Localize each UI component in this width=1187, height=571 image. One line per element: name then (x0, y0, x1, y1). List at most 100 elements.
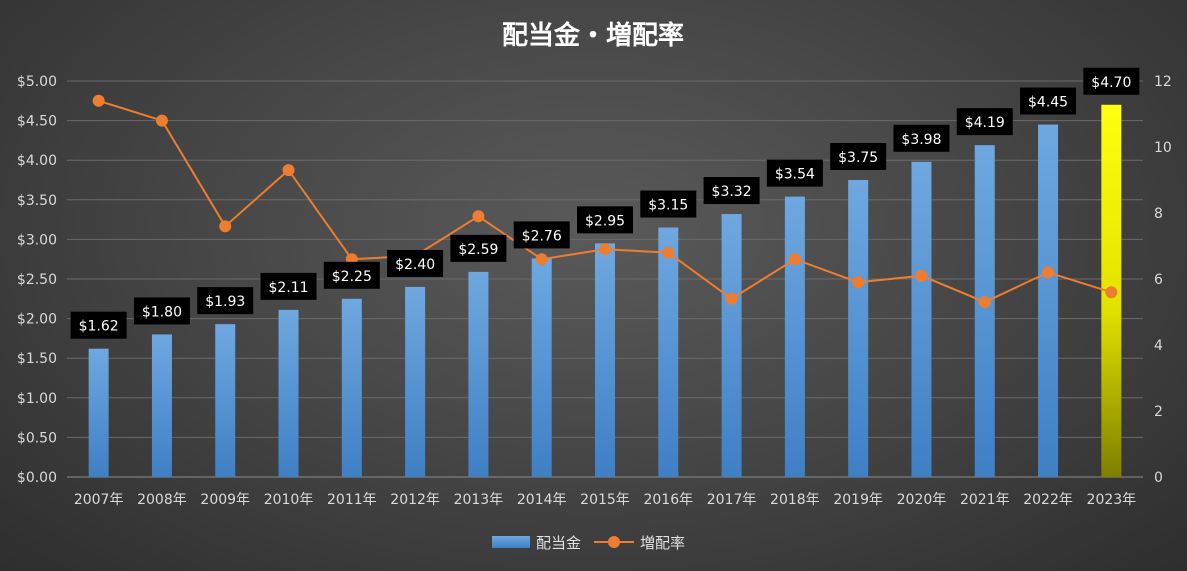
x-axis: 2007年 2008年 2009年 2010年 2011年 2012年 2013年 2014年… (74, 492, 1136, 508)
data-label-box (1083, 67, 1140, 95)
legend-label-line: 増配率 (640, 534, 685, 552)
data-label: $3.54 (775, 167, 815, 183)
line-point (282, 164, 295, 177)
line-point (978, 296, 991, 309)
y-left-tick-label: $1.00 (17, 391, 57, 407)
y-axis-left: $0.00 $0.50 $1.00 $1.50 $2.00 $2.50 $3.00 $3.50… (17, 74, 57, 486)
line-point (155, 114, 168, 127)
data-label: $3.15 (648, 198, 688, 214)
x-tick-label: 2016年 (643, 492, 693, 508)
data-label-box (766, 159, 823, 187)
y-right-tick-label: 4 (1154, 338, 1163, 354)
bar (405, 286, 426, 477)
data-label-box (956, 108, 1013, 136)
x-tick-label: 2021年 (960, 492, 1010, 508)
legend-label-bar: 配当金 (536, 534, 581, 552)
data-label: $4.70 (1091, 75, 1131, 91)
data-label-box (387, 249, 444, 277)
x-tick-label: 2018年 (770, 492, 820, 508)
x-tick-label: 2010年 (264, 492, 314, 508)
data-label-box (577, 206, 633, 234)
data-label-box (513, 221, 570, 249)
data-label: $2.11 (268, 280, 308, 296)
data-label: $2.59 (458, 242, 498, 258)
y-left-tick-label: $4.50 (17, 114, 57, 130)
data-label: $2.25 (332, 269, 372, 285)
line-point (788, 253, 801, 266)
y-left-tick-label: $2.50 (17, 272, 57, 288)
x-tick-label: 2020年 (897, 492, 947, 508)
data-label: $2.76 (522, 228, 562, 244)
line-point (662, 246, 675, 259)
x-tick-label: 2015年 (580, 492, 630, 508)
data-labels: $1.62 $1.80 $1.93 $2.11 $2.25 $2.40 $2.59 $2.76… (70, 67, 1140, 339)
y-right-tick-label: 6 (1154, 272, 1163, 288)
line-point (852, 276, 865, 289)
bar (468, 271, 489, 477)
bar (278, 309, 299, 477)
chart-title: 配当金・増配率 (502, 20, 684, 51)
legend: 配当金 増配率 (492, 534, 685, 552)
data-label-box (133, 297, 190, 325)
data-label-box (260, 272, 317, 300)
x-tick-label: 2007年 (74, 492, 124, 508)
legend-swatch-marker (608, 536, 620, 548)
data-label: $3.75 (838, 150, 878, 166)
bar (658, 227, 679, 477)
bar (974, 145, 995, 478)
data-label: $1.93 (205, 294, 245, 310)
y-right-tick-label: 2 (1154, 404, 1163, 420)
line-point (1105, 286, 1118, 299)
data-label: $3.98 (901, 132, 941, 148)
y-right-tick-label: 12 (1154, 74, 1172, 90)
line-series (92, 94, 1118, 309)
y-left-tick-label: $0.50 (17, 430, 57, 446)
line-point (725, 292, 738, 305)
y-left-tick-label: $5.00 (17, 74, 57, 90)
x-tick-label: 2022年 (1023, 492, 1073, 508)
y-left-tick-label: $1.50 (17, 351, 57, 367)
data-label-box (830, 143, 887, 170)
line-point (219, 220, 232, 233)
data-label-box (640, 190, 697, 218)
data-label-box (197, 287, 254, 315)
data-label-box (450, 234, 507, 262)
line-point (915, 269, 928, 282)
y-left-tick-label: $3.00 (17, 232, 57, 248)
bar (88, 348, 109, 477)
x-tick-label: 2012年 (390, 492, 440, 508)
legend-swatch-bar (492, 536, 530, 548)
y-right-tick-label: 8 (1154, 206, 1163, 222)
data-label: $2.95 (585, 213, 625, 229)
x-tick-label: 2014年 (517, 492, 567, 508)
bar (721, 214, 742, 477)
x-tick-label: 2009年 (200, 492, 250, 508)
y-left-tick-label: $4.00 (17, 153, 57, 169)
line-point (535, 253, 548, 266)
bar (215, 324, 236, 477)
y-left-tick-label: $3.50 (17, 193, 57, 209)
data-label-box (893, 124, 950, 152)
y-right-tick-label: 0 (1154, 470, 1163, 486)
data-label: $1.62 (79, 319, 119, 335)
line-point (92, 94, 105, 107)
data-label: $4.19 (965, 115, 1005, 131)
bar (595, 243, 615, 477)
bar (784, 196, 805, 477)
y-right-tick-label: 10 (1154, 140, 1172, 156)
line-point (599, 243, 611, 256)
data-label-box (1020, 87, 1077, 115)
line-point (1042, 266, 1055, 279)
line-point (472, 210, 485, 223)
data-label: $3.32 (712, 184, 752, 200)
x-tick-label: 2017年 (707, 492, 757, 508)
bar (151, 334, 172, 477)
y-left-tick-label: $0.00 (17, 470, 57, 486)
data-label-box (703, 177, 760, 205)
data-label: $4.45 (1028, 95, 1068, 111)
x-tick-label: 2011年 (327, 492, 377, 508)
data-label: $1.80 (142, 304, 182, 320)
data-label-box (323, 261, 380, 289)
x-tick-label: 2013年 (454, 492, 504, 508)
bar (341, 298, 362, 477)
